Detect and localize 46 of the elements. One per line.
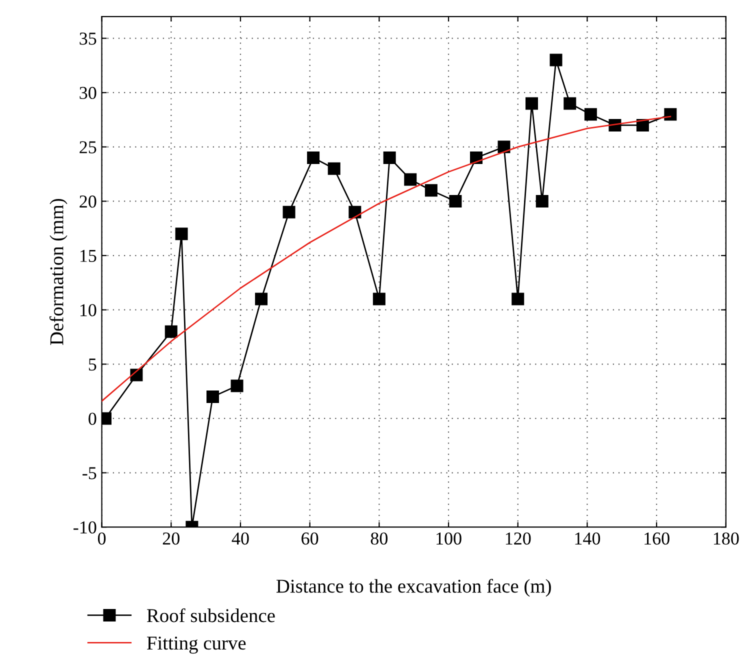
legend-label: Roof subsidence (146, 608, 275, 622)
point (372, 292, 386, 306)
x-tick-label: 160 (644, 532, 670, 545)
point (164, 325, 178, 338)
point (449, 194, 462, 208)
point (584, 108, 597, 121)
y-tick-label: 5 (88, 358, 96, 371)
point (383, 152, 396, 164)
y-tick-label: 15 (80, 250, 96, 262)
y-axis-title: Deformation (mm) (49, 198, 68, 345)
y-tick-label: -10 (74, 521, 96, 534)
y-tick-label: 20 (80, 195, 96, 208)
x-axis-title: Distance to the excavation face (m) (276, 578, 551, 597)
y-tick-label: 0 (88, 412, 96, 425)
point (307, 152, 320, 164)
point (175, 228, 188, 240)
y-tick-label: 25 (80, 141, 96, 154)
point (328, 162, 340, 175)
point (512, 292, 524, 306)
x-tick-label: 40 (232, 532, 249, 545)
point (348, 206, 362, 218)
x-tick-label: 100 (436, 532, 462, 545)
y-tick-label: 10 (80, 304, 96, 316)
point (525, 97, 538, 110)
x-tick-label: 80 (370, 532, 388, 545)
point (498, 140, 510, 154)
point (282, 206, 296, 218)
point (536, 194, 548, 208)
x-tick-label: 20 (162, 532, 180, 545)
y-tick-label: 30 (80, 86, 96, 100)
point (255, 292, 268, 306)
y-tick-label: 35 (80, 32, 96, 45)
x-tick-label: 0 (98, 532, 106, 545)
x-tick-label: 140 (575, 532, 600, 545)
x-tick-label: 120 (506, 532, 531, 545)
point (206, 390, 219, 403)
legend-label: Fitting curve (146, 636, 246, 654)
point (664, 108, 677, 121)
point (424, 184, 438, 197)
point (564, 97, 576, 110)
y-tick-label: -5 (82, 467, 96, 480)
x-tick-label: 180 (714, 532, 739, 545)
point (230, 380, 244, 392)
x-tick-label: 60 (302, 532, 318, 545)
point (550, 54, 562, 66)
point (404, 173, 417, 186)
